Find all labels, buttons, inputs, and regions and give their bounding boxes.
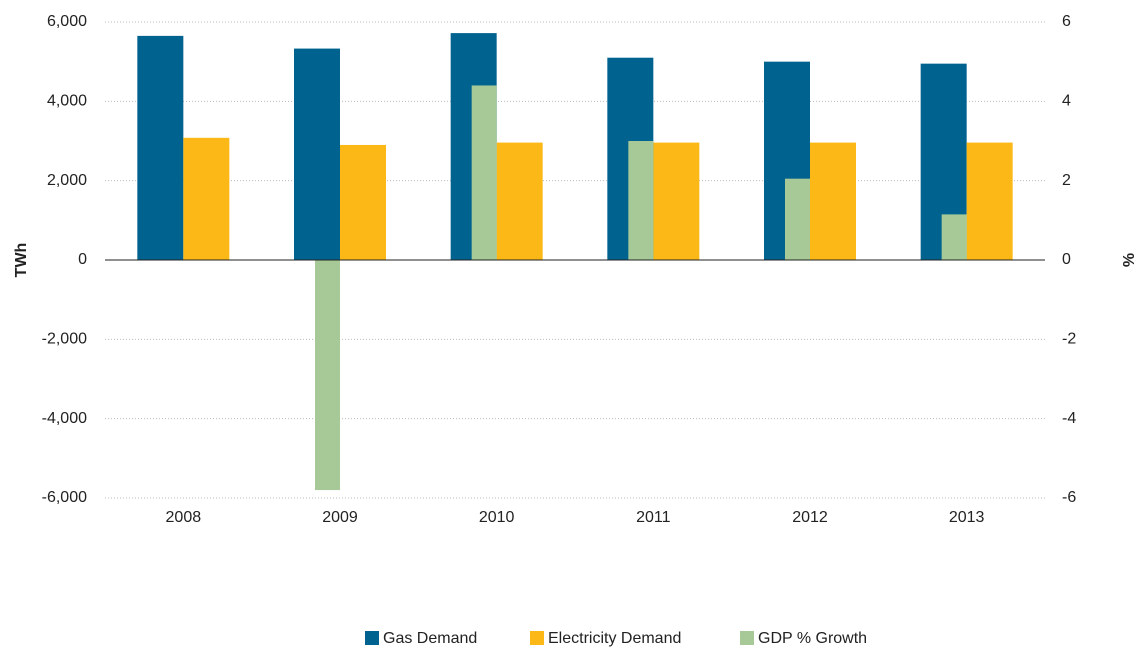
legend-label: GDP % Growth <box>758 630 867 647</box>
x-tick-label: 2009 <box>322 509 358 526</box>
bar <box>183 137 230 260</box>
y2-tick-label: -6 <box>1062 489 1076 506</box>
bar <box>496 142 543 260</box>
y-tick-label: 0 <box>78 251 87 268</box>
x-tick-label: 2012 <box>792 509 828 526</box>
bar <box>785 178 810 260</box>
y-tick-label: -6,000 <box>42 489 87 506</box>
x-tick-label: 2011 <box>636 509 671 526</box>
y2-axis-label: % <box>1121 253 1138 267</box>
bar <box>810 142 856 260</box>
y-tick-label: 6,000 <box>47 13 87 30</box>
legend-label: Electricity Demand <box>548 630 681 647</box>
bar <box>628 141 654 260</box>
x-tick-label: 2008 <box>166 509 202 526</box>
legend-swatch <box>365 631 379 645</box>
bar <box>653 142 700 260</box>
bar <box>294 48 340 261</box>
y2-tick-label: 0 <box>1062 251 1071 268</box>
y2-tick-label: 4 <box>1062 93 1071 110</box>
y2-tick-label: 6 <box>1062 13 1071 30</box>
legend-swatch <box>740 631 754 645</box>
legend-label: Gas Demand <box>383 630 477 647</box>
legend-swatch <box>530 631 544 645</box>
y-tick-label: 2,000 <box>47 172 87 189</box>
bar <box>966 142 1013 260</box>
bar <box>315 260 340 491</box>
bar <box>137 35 184 261</box>
x-tick-label: 2013 <box>949 509 985 526</box>
bar <box>941 214 967 260</box>
y2-tick-label: 2 <box>1062 172 1071 189</box>
x-tick-label: 2010 <box>479 509 515 526</box>
bar <box>340 144 386 260</box>
bar <box>471 85 497 260</box>
y2-tick-label: -2 <box>1062 331 1076 348</box>
y2-tick-label: -4 <box>1062 410 1076 427</box>
y-axis-label: TWh <box>13 243 30 278</box>
y-tick-label: 4,000 <box>47 93 87 110</box>
y-tick-label: -2,000 <box>42 331 87 348</box>
y-tick-label: -4,000 <box>42 410 87 427</box>
